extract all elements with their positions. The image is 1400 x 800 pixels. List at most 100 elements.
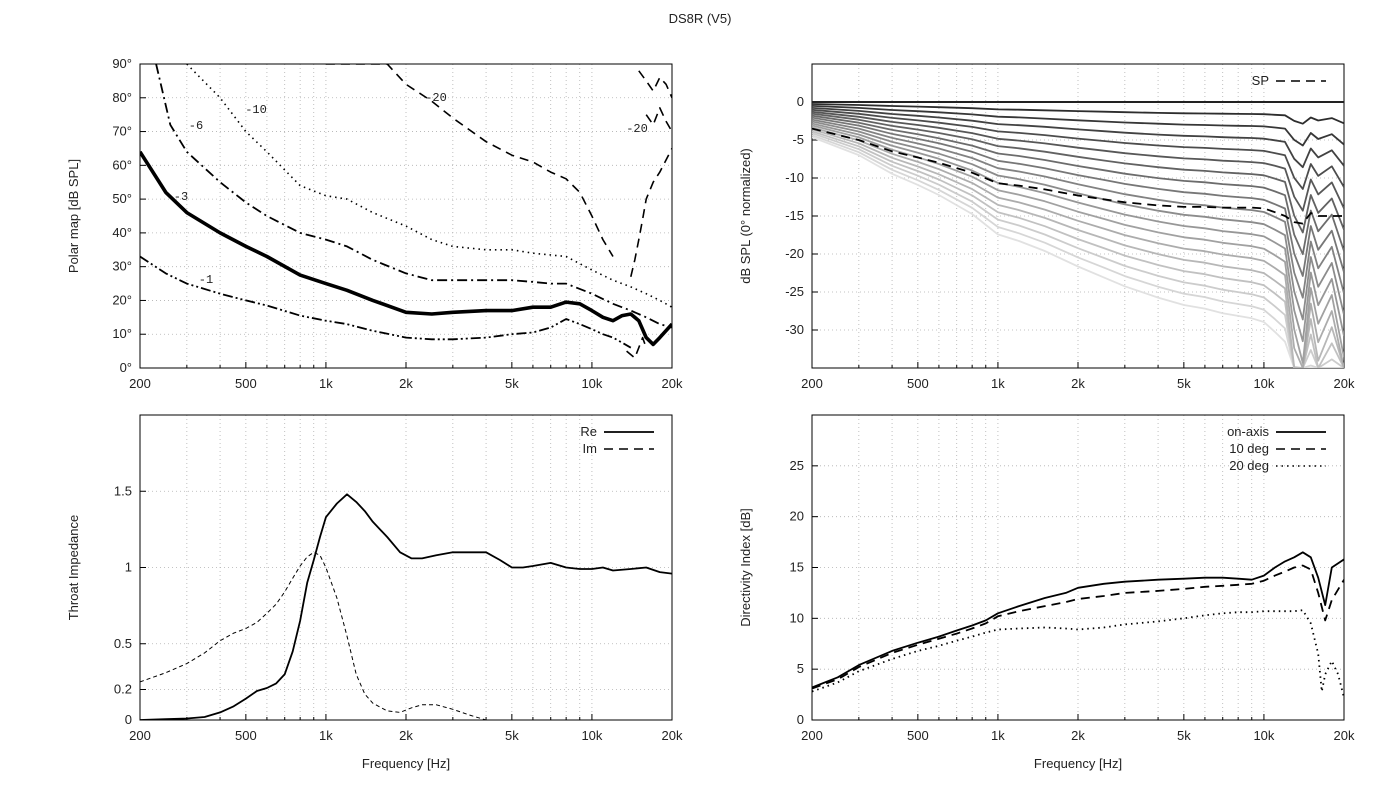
polar-x-tick-label: 5k — [505, 376, 519, 391]
polar-contour-label: -20 — [425, 91, 447, 105]
normalized-x-tick-label: 5k — [1177, 376, 1191, 391]
impedance-x-tick-label: 200 — [129, 728, 151, 743]
polar-y-tick-label: 90° — [112, 56, 132, 71]
angle-curve-60deg — [812, 124, 1344, 364]
impedance-x-tick-label: 10k — [581, 728, 602, 743]
polar-x-tick-label: 200 — [129, 376, 151, 391]
directivity-y-axis-label: Directivity Index [dB] — [738, 508, 753, 627]
directivity-index-panel: 200 500 1k 2k 5k 10k 20k 0 5 10 15 20 25 Frequency [H… — [738, 414, 1355, 771]
directivity-y-tick-label: 10 — [790, 610, 804, 625]
normalized-y-tick-label: -10 — [785, 170, 804, 185]
polar-contour-label: -20 — [626, 122, 648, 136]
angle-curve-55deg — [812, 122, 1344, 343]
polar-contour-fragment — [638, 70, 672, 99]
impedance-y-tick-label: 0 — [125, 712, 132, 727]
polar-y-axis-label: Polar map [dB SPL] — [66, 159, 81, 273]
impedance-x-axis-label: Frequency [Hz] — [362, 756, 450, 771]
impedance-y-tick-label: 0.5 — [114, 636, 132, 651]
directivity-y-tick-label: 15 — [790, 560, 804, 575]
sp-curve — [812, 127, 1344, 225]
directivity-x-tick-label: 1k — [991, 728, 1005, 743]
polar-y-tick-label: 30° — [112, 259, 132, 274]
polar-map-panel: 200 500 1k 2k 5k 10k 20k 0° 10° 20° 30° 40° 50° 60° 70… — [66, 56, 683, 391]
impedance-y-axis-label: Throat Impedance — [66, 515, 81, 621]
polar-contour-fragment — [645, 107, 672, 133]
polar-y-tick-label: 40° — [112, 225, 132, 240]
plot-area — [140, 64, 672, 359]
di-20-deg-curve — [812, 609, 1344, 698]
impedance-y-tick-label: 1.5 — [114, 483, 132, 498]
polar-contour-m6 — [155, 64, 672, 329]
polar-x-tick-label: 20k — [662, 376, 683, 391]
plot-area — [140, 493, 672, 720]
normalized-x-tick-label: 2k — [1071, 376, 1085, 391]
di-10-deg-curve — [812, 564, 1344, 690]
angle-curve-70deg — [812, 128, 1344, 368]
impedance-im-curve — [140, 551, 487, 720]
angle-curve-35deg — [812, 114, 1344, 256]
angle-curve-10deg — [812, 105, 1344, 147]
normalized-x-tick-label: 1k — [991, 376, 1005, 391]
polar-contour-fragment — [630, 148, 672, 277]
directivity-y-tick-label: 25 — [790, 458, 804, 473]
normalized-y-axis-label: dB SPL (0° normalized) — [738, 148, 753, 284]
figure-title: DS8R (V5) — [669, 11, 732, 26]
polar-x-tick-label: 2k — [399, 376, 413, 391]
polar-contour-label: -6 — [189, 119, 203, 133]
directivity-x-tick-label: 2k — [1071, 728, 1085, 743]
impedance-re-curve — [140, 493, 672, 720]
angle-curve-45deg — [812, 118, 1344, 299]
directivity-legend-label: 10 deg — [1229, 441, 1269, 456]
impedance-x-tick-label: 1k — [319, 728, 333, 743]
angle-curve-15deg — [812, 107, 1344, 169]
impedance-legend-label: Re — [580, 424, 597, 439]
normalized-y-tick-label: -20 — [785, 246, 804, 261]
angle-curve-40deg — [812, 116, 1344, 277]
normalized-y-tick-label: -5 — [792, 132, 804, 147]
angle-curve-85deg — [812, 134, 1344, 368]
angle-curve-30deg — [812, 112, 1344, 234]
polar-contour-m3 — [140, 150, 672, 347]
impedance-x-tick-label: 20k — [662, 728, 683, 743]
polar-y-tick-label: 70° — [112, 124, 132, 139]
normalized-legend-label: SP — [1252, 73, 1269, 88]
polar-x-tick-label: 1k — [319, 376, 333, 391]
polar-y-tick-label: 50° — [112, 191, 132, 206]
plot-area — [812, 551, 1344, 698]
impedance-y-tick-label: 1 — [125, 560, 132, 575]
polar-contour-m20 — [325, 64, 614, 257]
directivity-legend-label: 20 deg — [1229, 458, 1269, 473]
normalized-spl-panel: 200 500 1k 2k 5k 10k 20k 0 -5 -10 -15 -20 -25 -30 dB S… — [738, 63, 1355, 391]
polar-contour-label: -10 — [245, 103, 267, 117]
angle-curve-50deg — [812, 120, 1344, 321]
throat-impedance-panel: 200 500 1k 2k 5k 10k 20k 0 0.2 0.5 1 1.5 Frequency [… — [66, 414, 683, 771]
angle-curve-25deg — [812, 110, 1344, 212]
normalized-x-tick-label: 500 — [907, 376, 929, 391]
impedance-x-tick-label: 5k — [505, 728, 519, 743]
normalized-y-tick-label: 0 — [797, 94, 804, 109]
polar-contour-label: -3 — [174, 190, 188, 204]
impedance-x-tick-label: 2k — [399, 728, 413, 743]
normalized-y-tick-label: -30 — [785, 322, 804, 337]
directivity-x-axis-label: Frequency [Hz] — [1034, 756, 1122, 771]
polar-y-tick-label: 10° — [112, 326, 132, 341]
directivity-x-tick-label: 20k — [1334, 728, 1355, 743]
polar-y-tick-label: 20° — [112, 292, 132, 307]
polar-y-tick-label: 60° — [112, 157, 132, 172]
directivity-x-tick-label: 500 — [907, 728, 929, 743]
normalized-y-tick-label: -25 — [785, 284, 804, 299]
impedance-legend-label: Im — [583, 441, 597, 456]
directivity-x-tick-label: 10k — [1253, 728, 1274, 743]
polar-contour-m1 — [140, 255, 632, 349]
normalized-y-tick-label: -15 — [785, 208, 804, 223]
angle-curve-20deg — [812, 108, 1344, 190]
impedance-y-tick-label: 0.2 — [114, 682, 132, 697]
directivity-y-tick-label: 0 — [797, 712, 804, 727]
polar-y-tick-label: 80° — [112, 90, 132, 105]
directivity-x-tick-label: 5k — [1177, 728, 1191, 743]
angle-curve-5deg — [812, 103, 1344, 125]
plot-area — [812, 101, 1344, 368]
polar-contour-label: -1 — [199, 273, 213, 287]
di-on-axis-curve — [812, 551, 1344, 689]
